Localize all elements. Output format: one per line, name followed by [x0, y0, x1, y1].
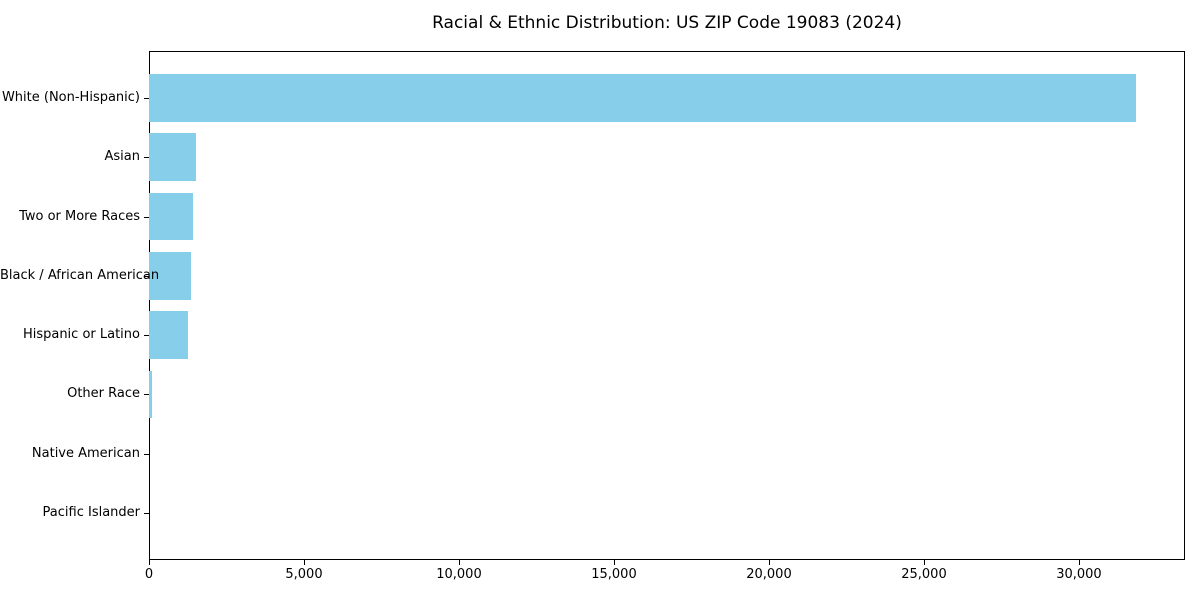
x-tick-30000 [1078, 560, 1080, 565]
x-tick-15000 [613, 560, 615, 565]
bar-asian [149, 133, 197, 181]
y-tick-other-race [144, 394, 149, 395]
x-tick-10000 [458, 560, 460, 565]
x-tick-label-5000: 5,000 [285, 567, 323, 582]
y-tick-two-or-more-races [144, 217, 149, 218]
bar-black-african-american [149, 252, 191, 300]
y-tick-asian [144, 157, 149, 158]
y-label-asian: Asian [104, 149, 140, 165]
y-tick-pacific-islander [144, 513, 149, 514]
plot-frame [149, 51, 1185, 560]
x-tick-label-10000: 10,000 [436, 567, 482, 582]
x-tick-label-15000: 15,000 [591, 567, 637, 582]
bar-two-or-more-races [149, 192, 194, 241]
x-tick-20000 [768, 560, 770, 565]
plot-area [149, 51, 1185, 560]
y-label-white-non-hispanic: White (Non-Hispanic) [1, 89, 140, 105]
bar-hispanic-or-latino [149, 311, 188, 359]
x-tick-0 [149, 560, 150, 565]
y-label-black-african-american: Black / African American [0, 267, 160, 283]
x-tick-25000 [923, 560, 925, 565]
y-tick-native-american [144, 454, 149, 455]
chart-title: Racial & Ethnic Distribution: US ZIP Cod… [432, 13, 902, 33]
bar-other-race [149, 370, 153, 419]
x-tick-5000 [303, 560, 305, 565]
y-tick-hispanic-or-latino [144, 335, 149, 336]
x-tick-label-25000: 25,000 [901, 567, 947, 582]
y-label-native-american: Native American [31, 445, 140, 461]
x-tick-label-20000: 20,000 [746, 567, 792, 582]
y-label-pacific-islander: Pacific Islander [42, 505, 140, 521]
y-label-two-or-more-races: Two or More Races [19, 208, 140, 224]
x-tick-label-0: 0 [144, 567, 154, 582]
y-tick-white-non-hispanic [144, 98, 149, 99]
bar-white-non-hispanic [149, 74, 1136, 122]
y-label-hispanic-or-latino: Hispanic or Latino [22, 327, 140, 343]
y-tick-black-african-american [144, 276, 149, 277]
y-label-other-race: Other Race [67, 386, 140, 402]
x-tick-label-30000: 30,000 [1056, 567, 1102, 582]
